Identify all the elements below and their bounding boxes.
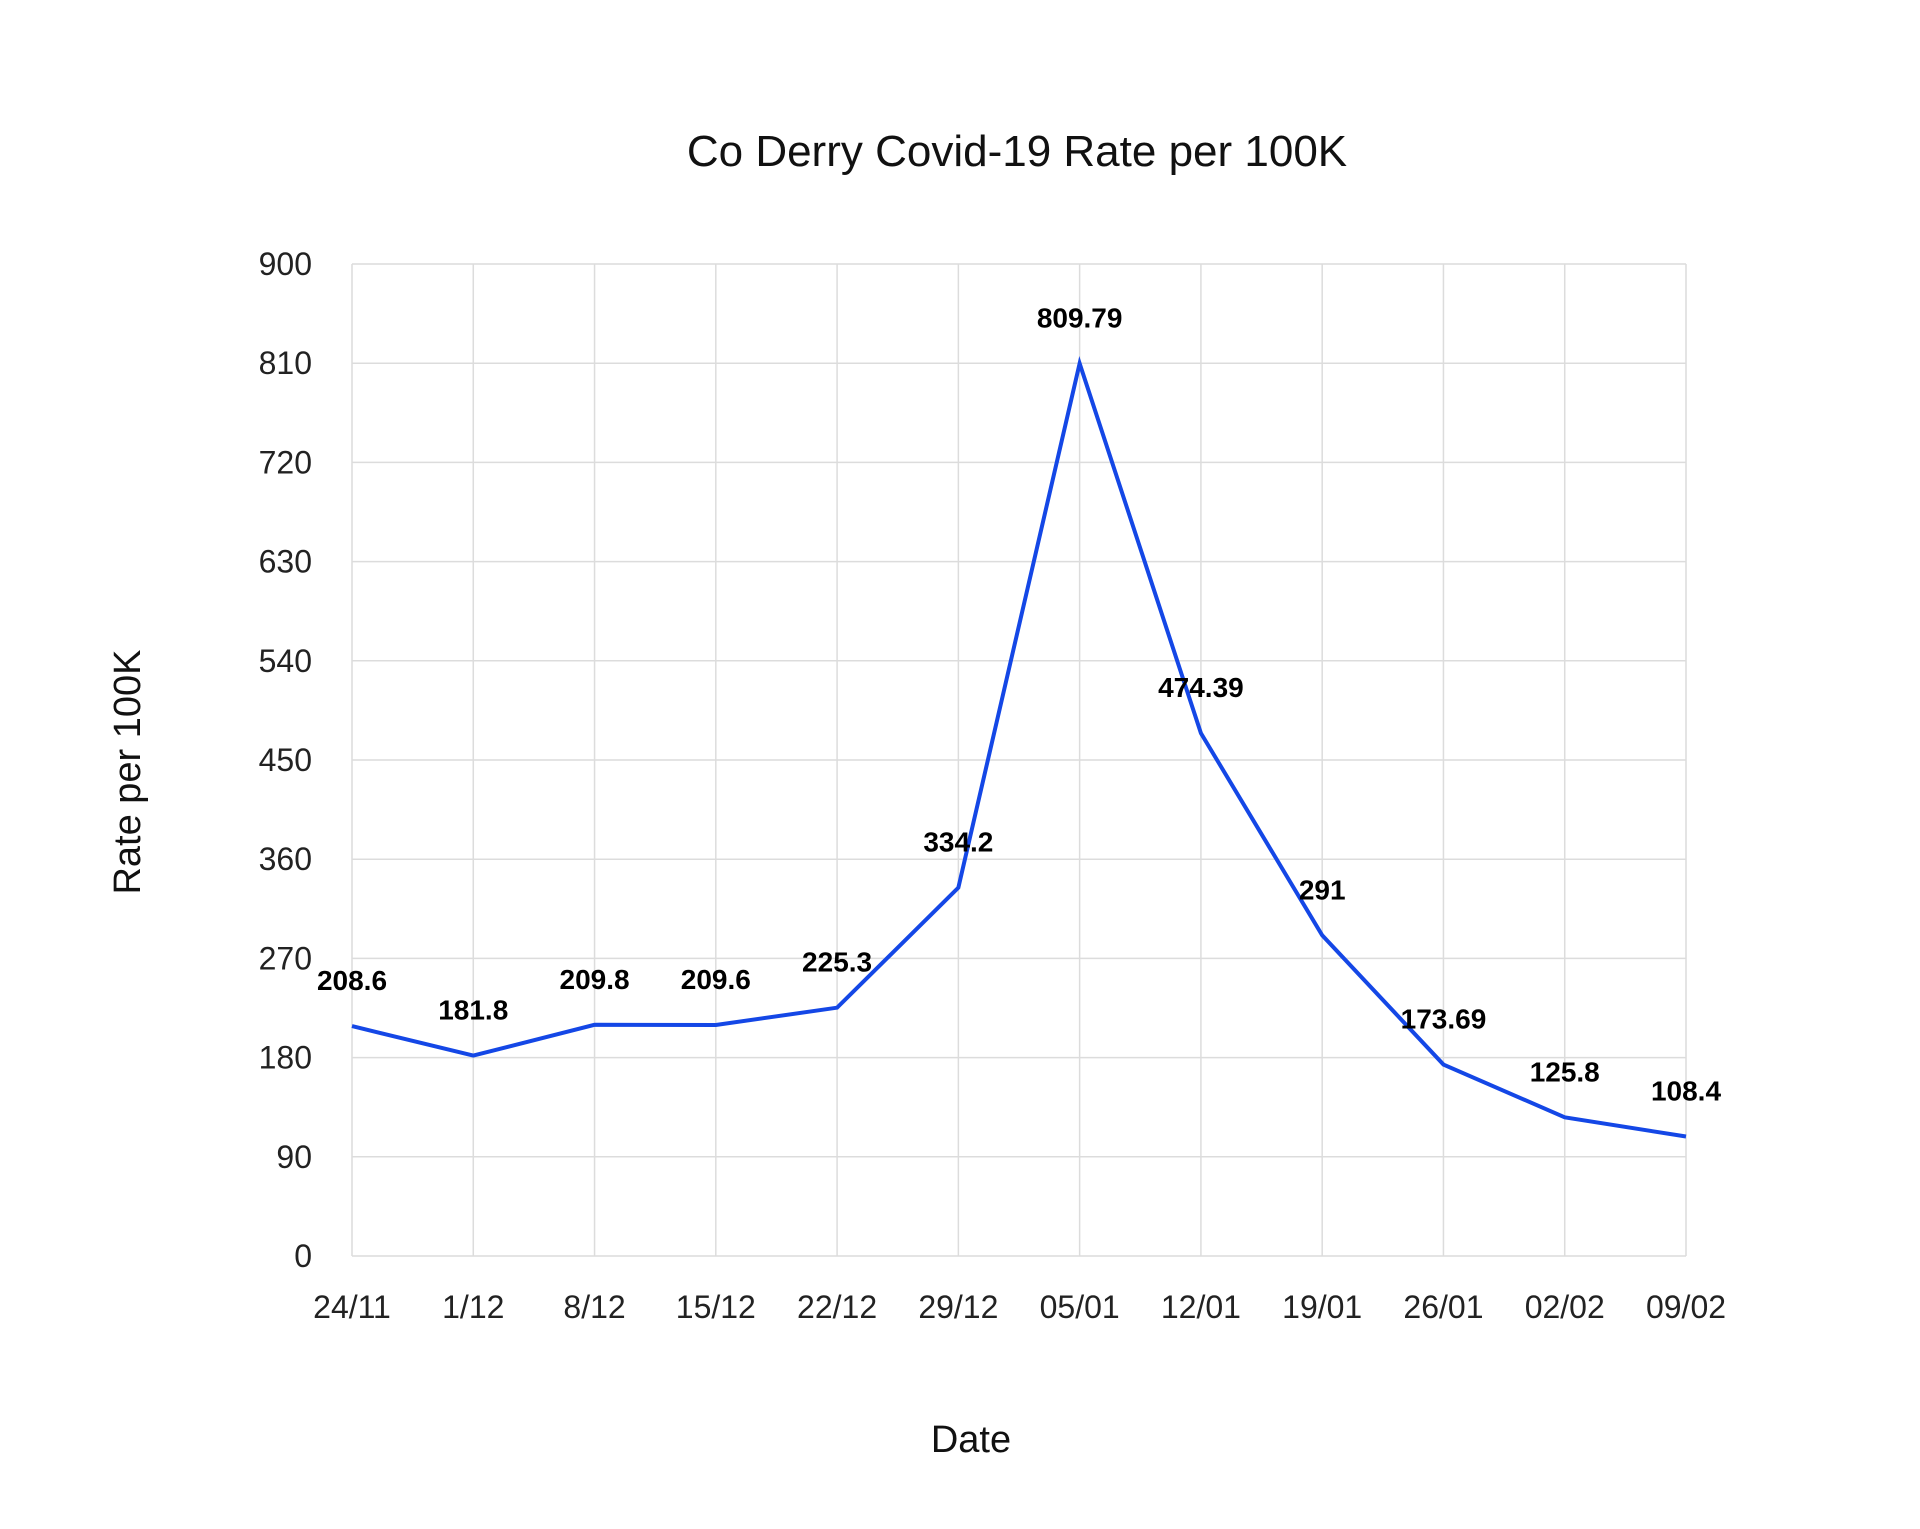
x-axis-title: Date	[931, 1419, 1011, 1461]
x-tick-label: 12/01	[1161, 1289, 1241, 1325]
y-tick-label: 810	[259, 345, 312, 381]
data-label: 334.2	[923, 827, 993, 858]
chart-title: Co Derry Covid-19 Rate per 100K	[687, 127, 1347, 176]
x-tick-label: 05/01	[1040, 1289, 1120, 1325]
x-tick-label: 02/02	[1525, 1289, 1605, 1325]
data-label: 173.69	[1401, 1004, 1487, 1035]
data-label: 181.8	[438, 995, 508, 1026]
gridlines	[351, 263, 1687, 1257]
data-labels: 208.6 181.8 209.8 209.6 225.3 334.2 809.79 474.…	[317, 302, 1721, 1106]
y-tick-label: 360	[259, 841, 312, 877]
series-line-group	[351, 355, 1687, 1139]
y-axis-title: Rate per 100K	[107, 649, 149, 894]
data-label: 291	[1299, 874, 1346, 905]
data-label: 209.6	[681, 964, 751, 995]
y-tick-label: 90	[276, 1139, 312, 1175]
data-label: 809.79	[1037, 302, 1123, 333]
data-label: 125.8	[1530, 1056, 1600, 1087]
data-label: 225.3	[802, 947, 872, 978]
y-tick-label: 540	[259, 643, 312, 679]
x-tick-label: 8/12	[563, 1289, 625, 1325]
x-tick-label: 24/11	[313, 1289, 391, 1325]
y-tick-label: 270	[259, 940, 312, 976]
y-tick-label: 450	[259, 742, 312, 778]
data-label: 209.8	[560, 964, 630, 995]
x-tick-label: 26/01	[1403, 1289, 1483, 1325]
y-tick-label: 0	[294, 1238, 312, 1274]
data-label: 474.39	[1158, 672, 1244, 703]
x-tick-label: 22/12	[797, 1289, 877, 1325]
x-tick-label: 29/12	[918, 1289, 998, 1325]
y-tick-label: 630	[259, 544, 312, 580]
x-tick-label: 19/01	[1282, 1289, 1362, 1325]
series-line	[351, 355, 1687, 1139]
y-tick-label: 180	[259, 1040, 312, 1076]
y-tick-label: 900	[259, 246, 312, 282]
data-label: 108.4	[1651, 1076, 1721, 1107]
x-tick-label: 09/02	[1646, 1289, 1726, 1325]
y-tick-label: 720	[259, 444, 312, 480]
y-axis-ticks: 0 90 180 270 360 450 540 630 720 810 900	[259, 246, 312, 1274]
x-tick-label: 1/12	[442, 1289, 504, 1325]
x-axis-ticks: 24/11 1/12 8/12 15/12 22/12 29/12 05/01 12/01 19…	[313, 1289, 1726, 1325]
x-tick-label: 15/12	[676, 1289, 756, 1325]
data-label: 208.6	[317, 965, 387, 996]
